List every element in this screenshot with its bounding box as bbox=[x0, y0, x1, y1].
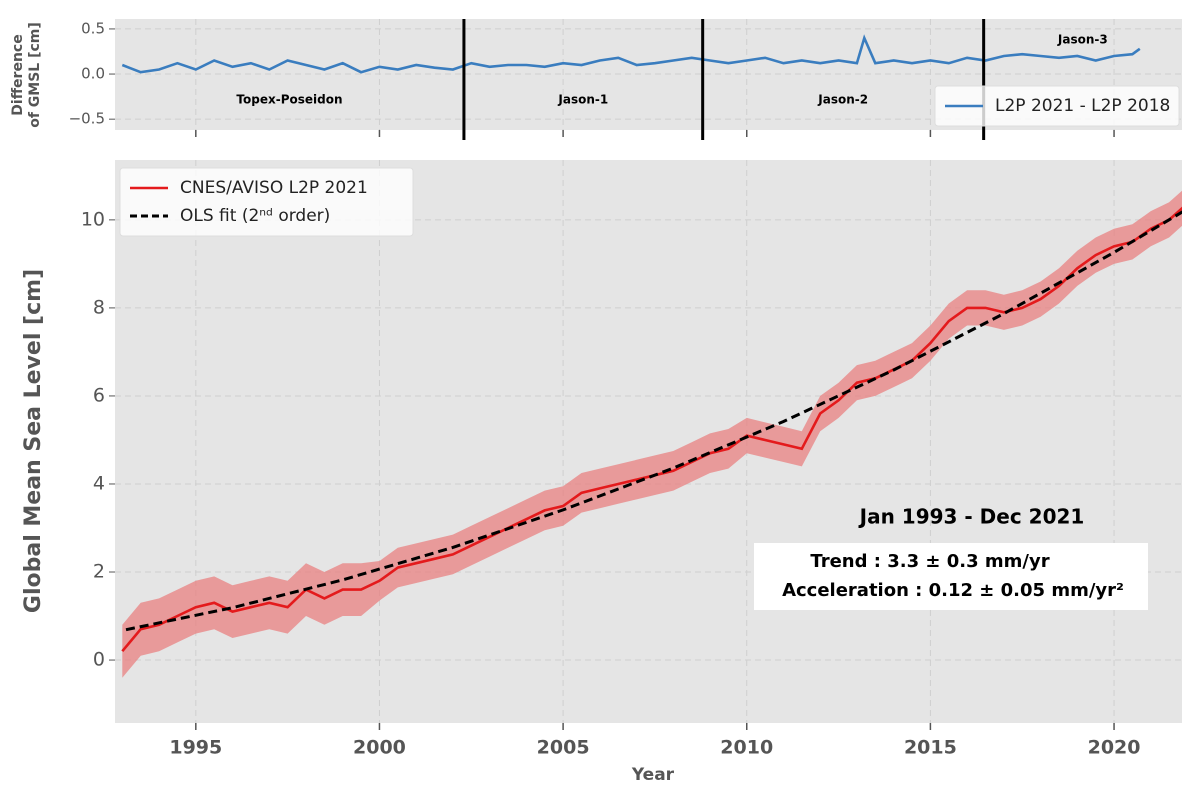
y-axis-label: Global Mean Sea Level [cm] bbox=[21, 269, 46, 613]
y-tick-label: 10 bbox=[81, 208, 105, 230]
uncertainty-band bbox=[122, 190, 1182, 678]
x-tick-label: 2000 bbox=[353, 737, 406, 759]
x-axis-label: Year bbox=[631, 765, 675, 785]
y-axis-label: Difference bbox=[10, 34, 26, 115]
data-line bbox=[121, 34, 1141, 74]
y-tick-label: 8 bbox=[93, 296, 105, 318]
y-tick-label: 0.0 bbox=[81, 65, 105, 83]
legend-label: L2P 2021 - L2P 2018 bbox=[995, 96, 1170, 116]
annotation: Jan 1993 - Dec 2021 bbox=[858, 505, 1085, 529]
y-tick-label: 6 bbox=[93, 384, 105, 406]
annotation-box bbox=[754, 543, 1148, 610]
annotation: Trend : 3.3 ± 0.3 mm/yr bbox=[810, 551, 1049, 572]
legend-box bbox=[934, 85, 1180, 127]
mission-label: Jason-1 bbox=[557, 93, 608, 107]
x-tick-label: 1995 bbox=[169, 737, 222, 759]
y-axis-label: of GMSL [cm] bbox=[27, 22, 43, 128]
y-tick-label: −0.5 bbox=[69, 110, 105, 128]
x-tick-label: 2010 bbox=[720, 737, 773, 759]
legend-box bbox=[119, 167, 414, 237]
y-tick-label: 0.5 bbox=[81, 19, 105, 37]
y-tick-label: 2 bbox=[93, 561, 105, 583]
x-tick-label: 2020 bbox=[1088, 737, 1141, 759]
plot-layer: 0.5 0.0 −0.5 Topex-Poseidon Jason-1 Jason-2 Ja… bbox=[69, 19, 1182, 759]
mission-label: Jason-3 bbox=[1057, 33, 1108, 47]
fit-line bbox=[125, 210, 1182, 632]
legend-label: CNES/AVISO L2P 2021 bbox=[180, 178, 368, 198]
main-plot-area bbox=[115, 160, 1182, 723]
legend-label: OLS fit (2ⁿᵈ order) bbox=[180, 206, 330, 226]
y-tick-label: 4 bbox=[93, 472, 105, 494]
x-tick-label: 2015 bbox=[904, 737, 957, 759]
mission-label: Jason-2 bbox=[817, 93, 868, 107]
x-tick-label: 2005 bbox=[537, 737, 590, 759]
y-tick-label: 0 bbox=[93, 649, 105, 671]
annotation: Acceleration : 0.12 ± 0.05 mm/yr² bbox=[782, 580, 1124, 601]
mission-label: Topex-Poseidon bbox=[236, 93, 342, 107]
